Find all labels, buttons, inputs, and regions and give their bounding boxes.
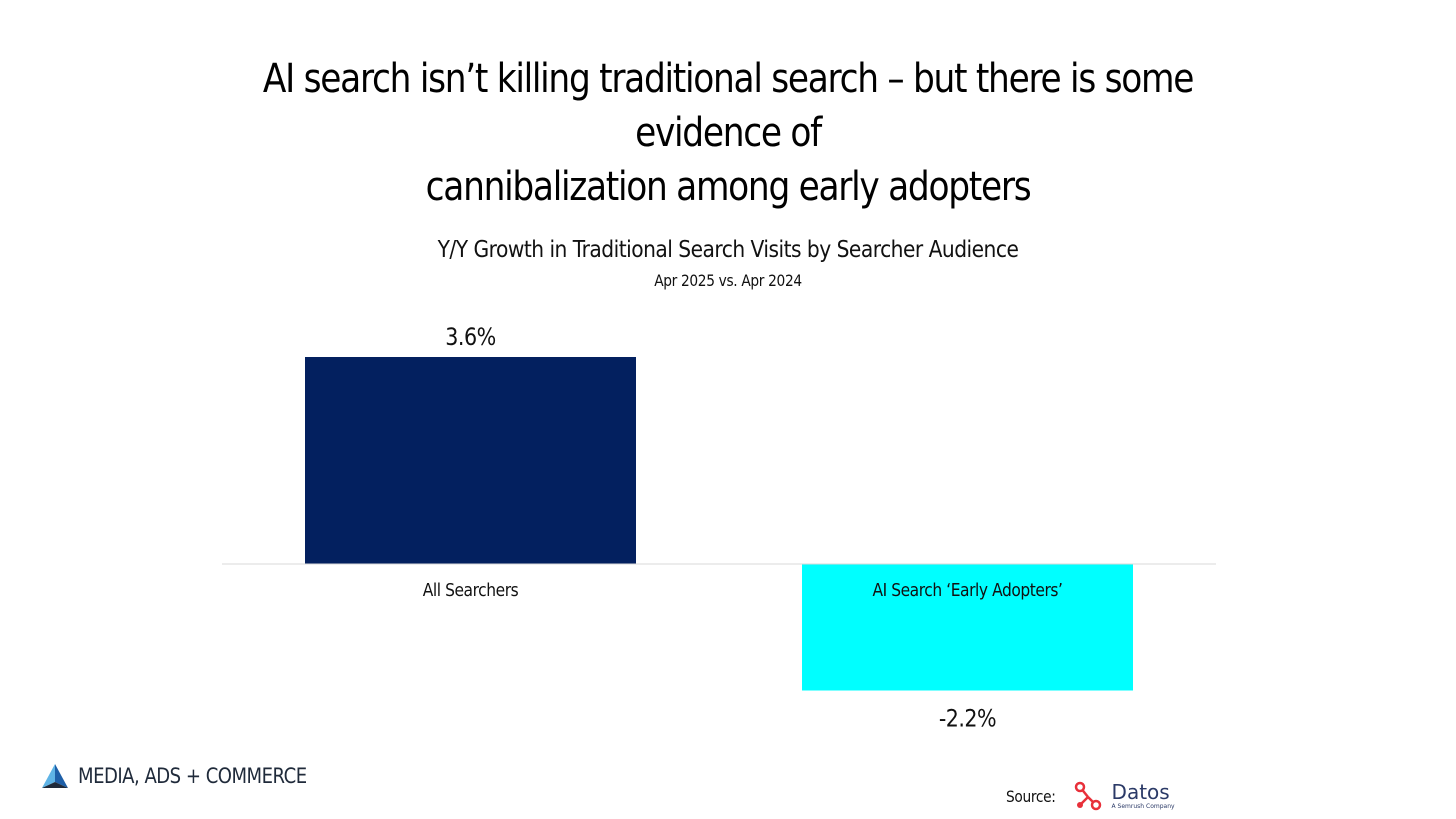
brand-text: MEDIA, ADS + COMMERCE [78, 764, 307, 788]
category-label: AI Search ‘Early Adopters’ [872, 579, 1062, 600]
chart-subtitle: Apr 2025 vs. Apr 2024 [654, 271, 802, 290]
headline: AI search isn’t killing traditional sear… [212, 52, 1244, 214]
datos-name: Datos [1111, 780, 1170, 804]
category-label: All Searchers [423, 579, 519, 600]
datos-network-icon [1074, 781, 1101, 811]
triangle-logo-icon [42, 764, 68, 788]
headline-line-1: AI search isn’t killing traditional sear… [262, 56, 1194, 156]
datos-tagline: A Semrush Company [1111, 803, 1175, 810]
data-label: -2.2% [939, 705, 997, 733]
source-attribution: Source: Datos A Semrush Company [1006, 778, 1175, 814]
source-label: Source: [1006, 786, 1056, 806]
chart-title: Y/Y Growth in Traditional Search Visits … [437, 237, 1019, 263]
headline-line-2: cannibalization among early adopters [425, 164, 1032, 210]
bar-ai-search-early-adopters [802, 564, 1133, 691]
bar-all-searchers [305, 357, 636, 564]
media-ads-commerce-logo: MEDIA, ADS + COMMERCE [40, 762, 344, 790]
datos-logo: Datos A Semrush Company [1112, 782, 1175, 810]
data-label: 3.6% [445, 324, 496, 352]
